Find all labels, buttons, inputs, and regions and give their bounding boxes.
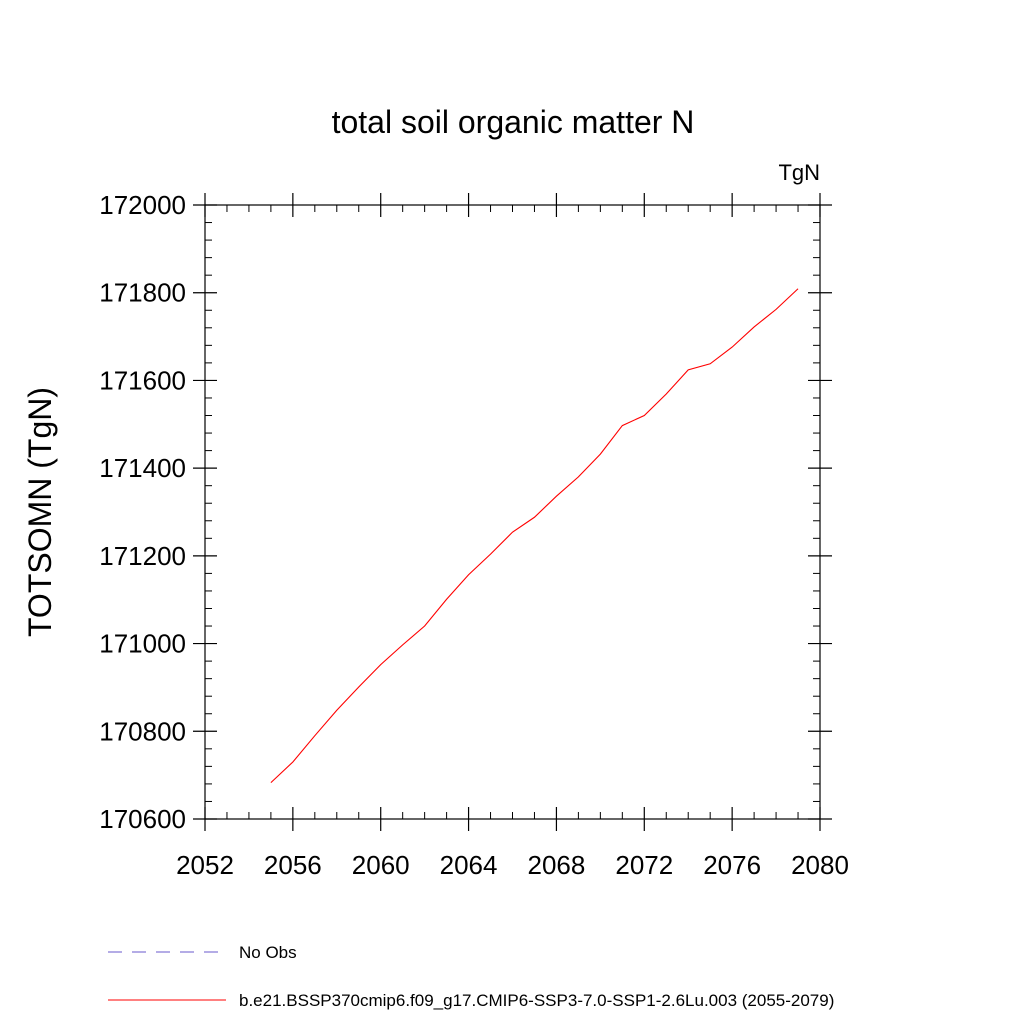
x-tick-label: 2072 bbox=[615, 850, 673, 880]
y-tick-label: 170800 bbox=[99, 716, 186, 746]
y-tick-label: 171400 bbox=[99, 453, 186, 483]
y-tick-label: 171200 bbox=[99, 541, 186, 571]
x-tick-label: 2052 bbox=[176, 850, 234, 880]
plot-frame bbox=[204, 204, 821, 820]
x-tick-label: 2060 bbox=[352, 850, 410, 880]
legend: No Obs b.e21.BSSP370cmip6.f09_g17.CMIP6-S… bbox=[108, 943, 834, 1010]
legend-label-1: b.e21.BSSP370cmip6.f09_g17.CMIP6-SSP3-7.… bbox=[239, 991, 834, 1010]
x-tick-label: 2080 bbox=[791, 850, 849, 880]
y-tick-label: 171000 bbox=[99, 629, 186, 659]
y-axis-label: TOTSOMN (TgN) bbox=[22, 387, 58, 637]
axis-ticks bbox=[193, 193, 832, 831]
series-line-1 bbox=[270, 288, 799, 784]
units-label: TgN bbox=[778, 160, 820, 185]
y-tick-label: 171600 bbox=[99, 365, 186, 395]
x-tick-label: 2076 bbox=[703, 850, 761, 880]
series-lines bbox=[270, 288, 799, 784]
x-tick-label: 2064 bbox=[440, 850, 498, 880]
x-tick-label: 2068 bbox=[528, 850, 586, 880]
chart-title: total soil organic matter N bbox=[332, 104, 695, 140]
x-tick-labels: 2052 2056 2060 2064 2068 2072 2076 2080 bbox=[176, 850, 849, 880]
y-tick-labels: 170600 170800 171000 171200 171400 171600 1718… bbox=[99, 190, 186, 834]
x-tick-label: 2056 bbox=[264, 850, 322, 880]
legend-label-0: No Obs bbox=[239, 943, 297, 962]
y-tick-label: 170600 bbox=[99, 804, 186, 834]
y-tick-label: 172000 bbox=[99, 190, 186, 220]
y-tick-label: 171800 bbox=[99, 278, 186, 308]
